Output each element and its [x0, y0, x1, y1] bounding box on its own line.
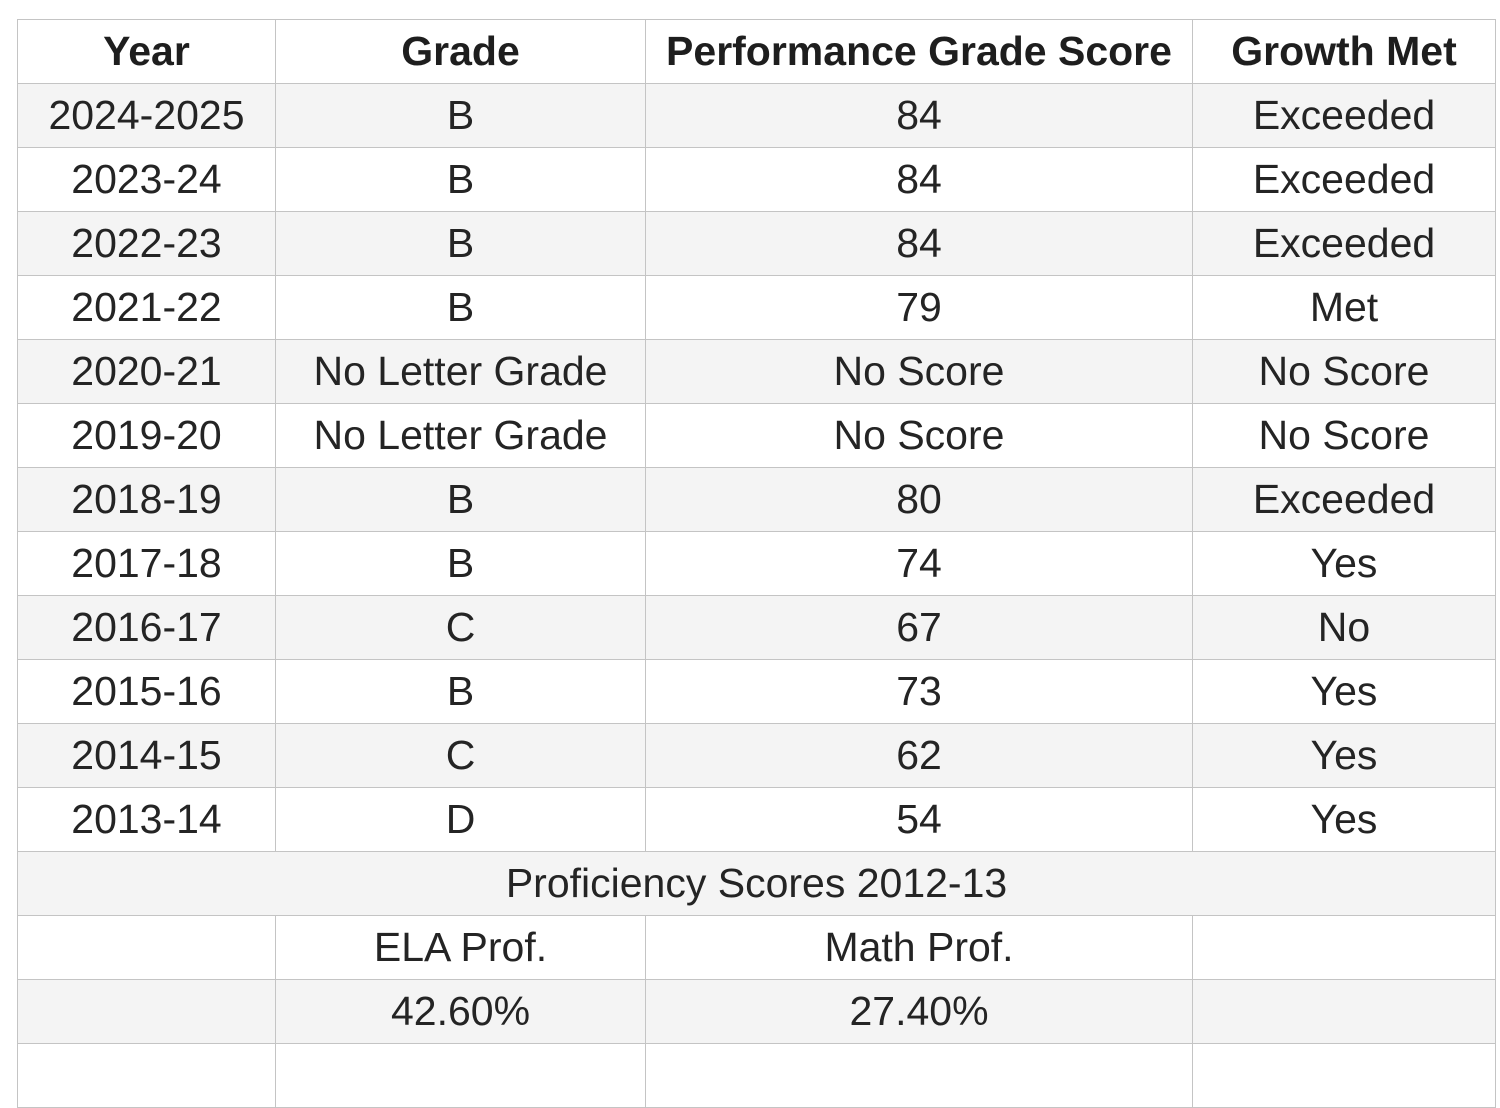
- score-cell: 67: [645, 595, 1193, 660]
- year-cell: 2021-22: [17, 275, 276, 340]
- year-cell: 2019-20: [17, 403, 276, 468]
- year-cell: 2022-23: [17, 211, 276, 276]
- year-cell: 2013-14: [17, 787, 276, 852]
- score-cell: 84: [645, 147, 1193, 212]
- table-row: 2024-2025 B 84 Exceeded: [17, 83, 1496, 148]
- clipped-bottom-row: [17, 1043, 1496, 1108]
- grade-cell: C: [275, 723, 646, 788]
- table-row: 2018-19 B 80 Exceeded: [17, 467, 1496, 532]
- empty-cell: [1192, 979, 1496, 1044]
- year-cell: 2018-19: [17, 467, 276, 532]
- grade-cell: B: [275, 83, 646, 148]
- math-prof-value: 27.40%: [645, 979, 1193, 1044]
- score-cell: 80: [645, 467, 1193, 532]
- grade-cell: B: [275, 531, 646, 596]
- grade-cell: B: [275, 211, 646, 276]
- proficiency-labels-row: ELA Prof. Math Prof.: [17, 915, 1496, 980]
- grade-cell: B: [275, 659, 646, 724]
- section-title: Proficiency Scores 2012-13: [17, 851, 1496, 916]
- table-row: 2013-14 D 54 Yes: [17, 787, 1496, 852]
- math-prof-label: Math Prof.: [645, 915, 1193, 980]
- year-cell: 2023-24: [17, 147, 276, 212]
- score-cell: 62: [645, 723, 1193, 788]
- year-cell: 2020-21: [17, 339, 276, 404]
- table-row: 2016-17 C 67 No: [17, 595, 1496, 660]
- empty-cell: [17, 915, 276, 980]
- score-cell: 84: [645, 211, 1193, 276]
- growth-cell: Exceeded: [1192, 83, 1496, 148]
- score-cell: 54: [645, 787, 1193, 852]
- score-header: Performance Grade Score: [645, 19, 1193, 84]
- ela-prof-value: 42.60%: [275, 979, 646, 1044]
- year-cell: 2014-15: [17, 723, 276, 788]
- table-row: 2020-21 No Letter Grade No Score No Scor…: [17, 339, 1496, 404]
- section-title-row: Proficiency Scores 2012-13: [17, 851, 1496, 916]
- score-cell: 79: [645, 275, 1193, 340]
- growth-cell: No Score: [1192, 403, 1496, 468]
- growth-cell: Yes: [1192, 531, 1496, 596]
- performance-grades-table: Year Grade Performance Grade Score Growt…: [17, 19, 1496, 1108]
- table-row: 2014-15 C 62 Yes: [17, 723, 1496, 788]
- table-row: 2019-20 No Letter Grade No Score No Scor…: [17, 403, 1496, 468]
- growth-cell: Yes: [1192, 723, 1496, 788]
- grade-cell: B: [275, 147, 646, 212]
- grade-cell: C: [275, 595, 646, 660]
- grade-cell: No Letter Grade: [275, 339, 646, 404]
- growth-cell: Yes: [1192, 787, 1496, 852]
- score-cell: 74: [645, 531, 1193, 596]
- empty-cell: [1192, 1043, 1496, 1108]
- year-cell: 2024-2025: [17, 83, 276, 148]
- grade-cell: No Letter Grade: [275, 403, 646, 468]
- growth-cell: No Score: [1192, 339, 1496, 404]
- growth-cell: Exceeded: [1192, 211, 1496, 276]
- grade-cell: B: [275, 467, 646, 532]
- ela-prof-label: ELA Prof.: [275, 915, 646, 980]
- table-row: 2015-16 B 73 Yes: [17, 659, 1496, 724]
- empty-cell: [1192, 915, 1496, 980]
- score-cell: No Score: [645, 403, 1193, 468]
- grade-cell: B: [275, 275, 646, 340]
- year-cell: 2017-18: [17, 531, 276, 596]
- empty-cell: [17, 1043, 276, 1108]
- empty-cell: [17, 979, 276, 1044]
- grade-cell: D: [275, 787, 646, 852]
- growth-cell: No: [1192, 595, 1496, 660]
- growth-cell: Exceeded: [1192, 467, 1496, 532]
- growth-cell: Yes: [1192, 659, 1496, 724]
- score-cell: 84: [645, 83, 1193, 148]
- header-row: Year Grade Performance Grade Score Growt…: [17, 19, 1496, 84]
- empty-cell: [275, 1043, 646, 1108]
- table-row: 2023-24 B 84 Exceeded: [17, 147, 1496, 212]
- table-row: 2021-22 B 79 Met: [17, 275, 1496, 340]
- table-row: 2022-23 B 84 Exceeded: [17, 211, 1496, 276]
- year-header: Year: [17, 19, 276, 84]
- grade-header: Grade: [275, 19, 646, 84]
- year-cell: 2016-17: [17, 595, 276, 660]
- score-cell: No Score: [645, 339, 1193, 404]
- empty-cell: [645, 1043, 1193, 1108]
- year-cell: 2015-16: [17, 659, 276, 724]
- growth-cell: Exceeded: [1192, 147, 1496, 212]
- proficiency-values-row: 42.60% 27.40%: [17, 979, 1496, 1044]
- growth-header: Growth Met: [1192, 19, 1496, 84]
- growth-cell: Met: [1192, 275, 1496, 340]
- table-row: 2017-18 B 74 Yes: [17, 531, 1496, 596]
- score-cell: 73: [645, 659, 1193, 724]
